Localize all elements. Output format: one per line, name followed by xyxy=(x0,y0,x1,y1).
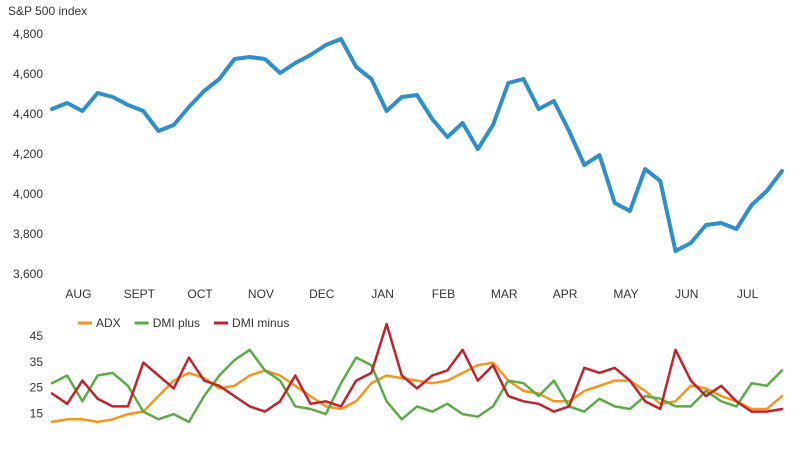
y-tick-label: 4,000 xyxy=(13,187,43,201)
y-tick-label: 35 xyxy=(30,355,44,369)
x-tick-label: JUL xyxy=(737,287,759,301)
x-tick-label: NOV xyxy=(248,287,274,301)
y-tick-label: 4,600 xyxy=(13,67,43,81)
legend-label: DMI plus xyxy=(153,316,200,330)
legend-label: ADX xyxy=(96,316,121,330)
data-line xyxy=(50,348,784,424)
y-tick-label: 15 xyxy=(30,406,44,420)
x-tick-label: AUG xyxy=(65,287,91,301)
x-tick-label: OCT xyxy=(187,287,213,301)
x-tick-label: DEC xyxy=(309,287,335,301)
y-tick-label: 4,200 xyxy=(13,147,43,161)
chart-title: S&P 500 index xyxy=(8,4,87,18)
x-tick-label: APR xyxy=(553,287,578,301)
x-tick-label: JUN xyxy=(675,287,698,301)
legend-label: DMI minus xyxy=(232,316,289,330)
y-tick-label: 25 xyxy=(30,381,44,395)
x-tick-label: MAY xyxy=(613,287,638,301)
x-tick-label: SEPT xyxy=(124,287,156,301)
y-tick-label: 3,600 xyxy=(13,267,43,281)
y-tick-label: 3,800 xyxy=(13,227,43,241)
y-tick-label: 4,800 xyxy=(13,27,43,41)
data-line xyxy=(50,322,784,413)
x-tick-label: FEB xyxy=(432,287,455,301)
data-line xyxy=(50,361,784,424)
x-tick-label: MAR xyxy=(491,287,518,301)
data-line xyxy=(50,37,784,253)
y-tick-label: 45 xyxy=(30,329,44,343)
y-tick-label: 4,400 xyxy=(13,107,43,121)
x-tick-label: JAN xyxy=(371,287,394,301)
